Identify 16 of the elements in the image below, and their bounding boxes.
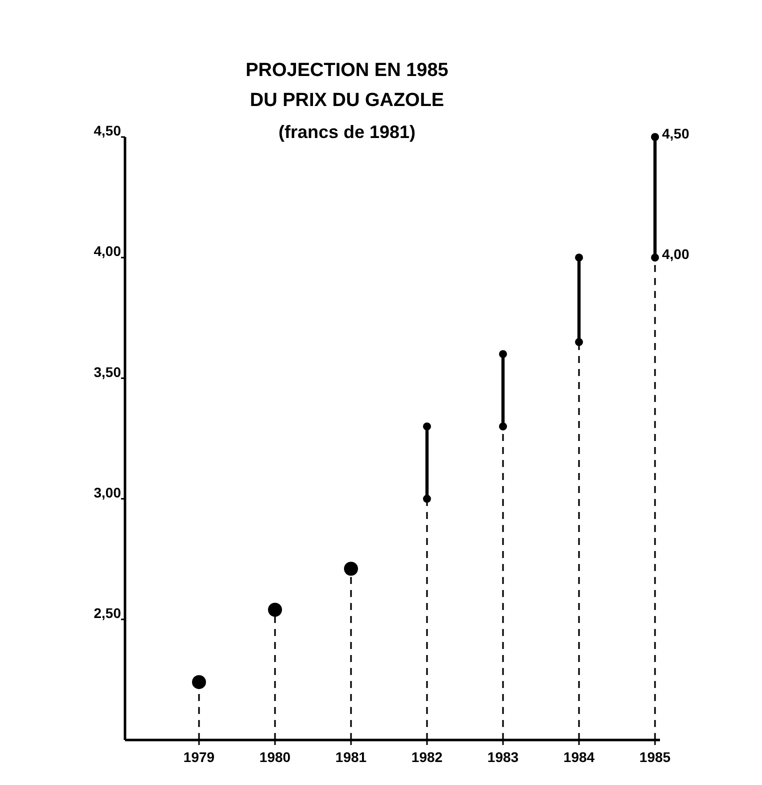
x-tick-label: 1980 xyxy=(259,749,291,765)
x-tick-label: 1983 xyxy=(487,749,519,765)
y-tick-label: 3,50 xyxy=(94,364,122,380)
x-tick-label: 1982 xyxy=(411,749,443,765)
y-tick-label: 3,00 xyxy=(94,484,122,500)
y-tick-label: 4,50 xyxy=(94,122,122,139)
y-tick-label: 2,50 xyxy=(94,605,122,621)
y-tick-label: 4,00 xyxy=(94,243,122,260)
x-tick-label: 1984 xyxy=(563,749,595,765)
chart-subtitle: (francs de 1981) xyxy=(278,122,416,142)
annotation: 4,00 xyxy=(662,246,690,262)
x-tick-label: 1981 xyxy=(335,749,367,765)
chart-title: PROJECTION EN 1985 DU PRIX DU GAZOLE xyxy=(246,60,449,111)
annotation: 4,50 xyxy=(662,125,690,142)
x-tick-label: 1985 xyxy=(639,749,671,765)
x-tick-label: 1979 xyxy=(183,749,215,765)
